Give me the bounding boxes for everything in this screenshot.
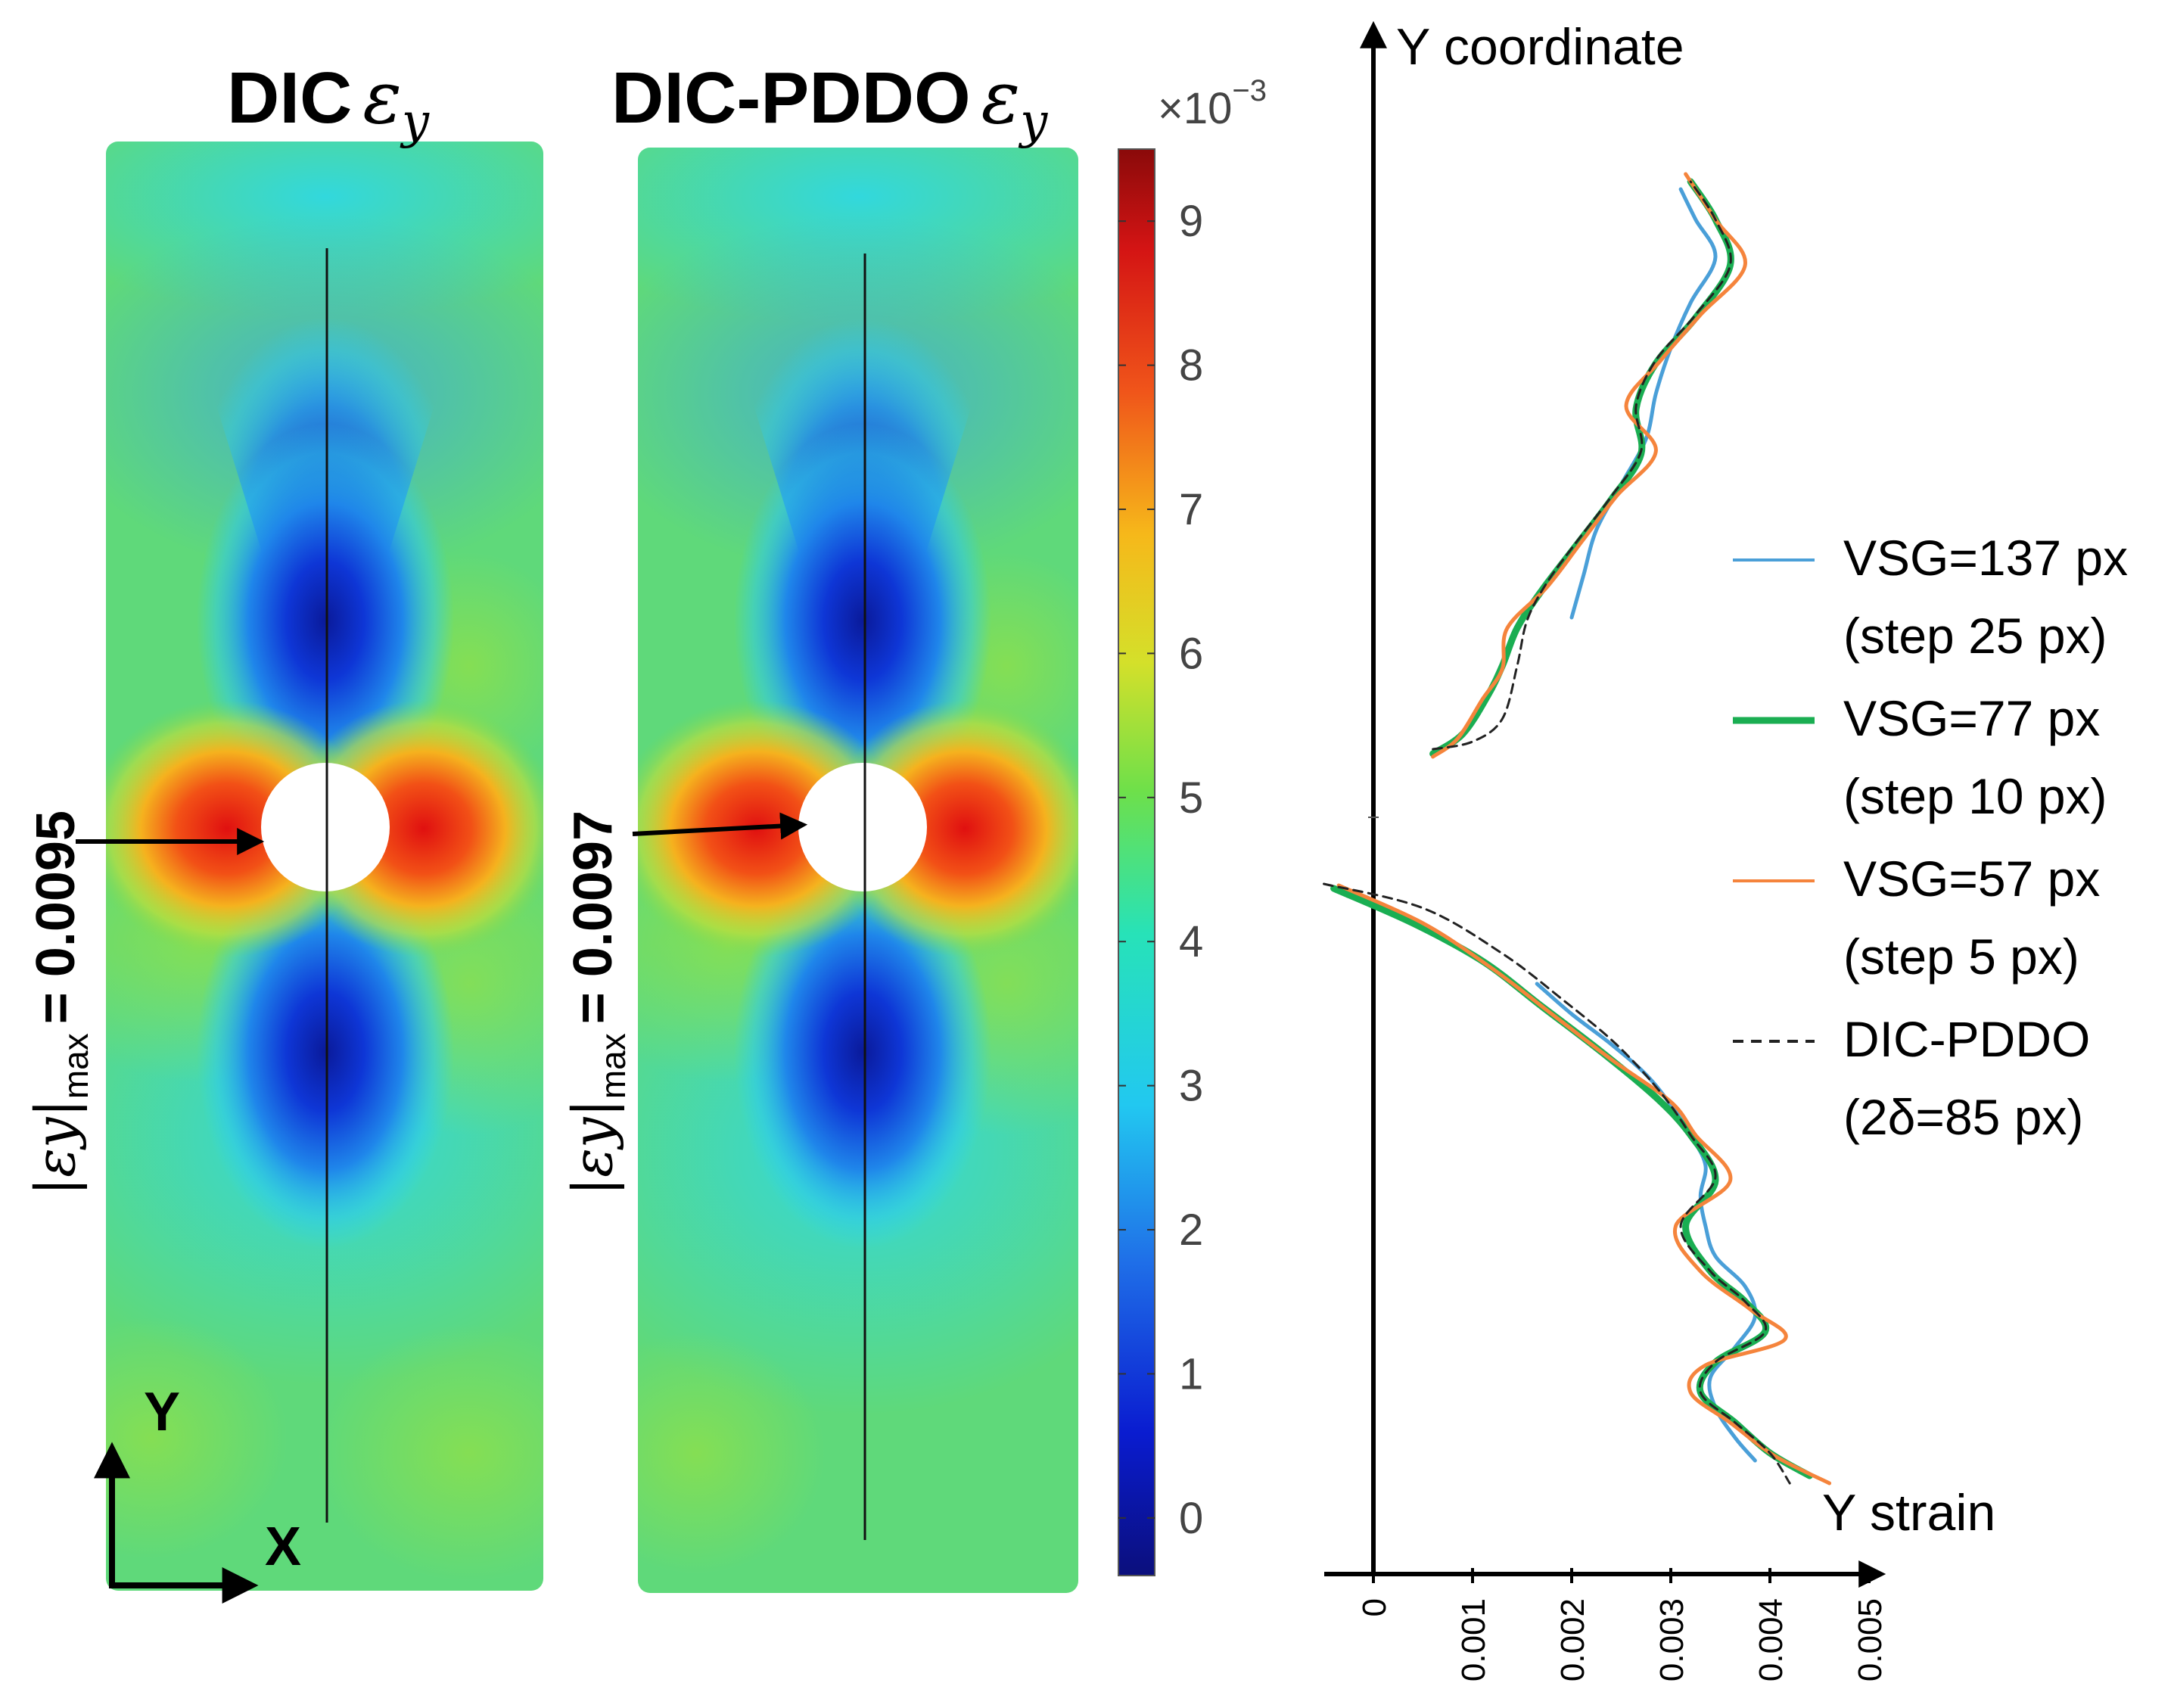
- dic-pddo-max-arrow: [632, 812, 808, 840]
- series-line-2-lower: [1336, 883, 1832, 1486]
- strain-profile-plot: Y coordinate Y strain 0 0.001 0.002 0.003 0.…: [1323, 18, 2128, 1682]
- plot-y-label: Y coordinate: [1396, 18, 1684, 76]
- x-tick-label: 0.001: [1455, 1598, 1492, 1682]
- colorbar-tick-label: 6: [1179, 629, 1203, 678]
- dic-title: DIC εy: [227, 55, 430, 150]
- colorbar-tick-label: 4: [1179, 917, 1203, 966]
- x-tick-label: 0.002: [1554, 1598, 1591, 1682]
- x-tick-label: 0.005: [1852, 1598, 1889, 1682]
- colorbar-tick-label: 1: [1179, 1349, 1203, 1398]
- x-tick-label: 0.003: [1653, 1598, 1690, 1682]
- colorbar: 0 1 2 3 4 5 6 7 8 9 ×10−3: [1118, 74, 1267, 1576]
- legend-sublabel: (step 10 px): [1843, 768, 2107, 824]
- plot-series: [1323, 172, 1832, 1486]
- series-line-1-lower: [1330, 885, 1813, 1479]
- series-line-1-upper: [1429, 178, 1734, 758]
- axis-y-label: Y: [144, 1382, 180, 1442]
- legend-label: VSG=57 px: [1843, 851, 2100, 907]
- series-line-3-upper: [1432, 180, 1732, 751]
- legend-label: VSG=77 px: [1843, 690, 2100, 746]
- colorbar-tick-label: 2: [1179, 1206, 1203, 1255]
- series-line-0-lower: [1535, 982, 1758, 1463]
- colorbar-tick-label: 3: [1179, 1062, 1203, 1111]
- series-line-0-upper: [1569, 187, 1718, 620]
- dic-max-annotation: |εy|max= 0.0095: [23, 810, 95, 1196]
- colorbar-ticks: 0 1 2 3 4 5 6 7 8 9: [1118, 197, 1203, 1543]
- colorbar-tick-label: 0: [1179, 1494, 1203, 1543]
- legend-label: VSG=137 px: [1843, 530, 2128, 586]
- x-tick-label: 0.004: [1753, 1598, 1790, 1682]
- dic-pddo-max-annotation: |εy|max= 0.0097: [561, 810, 633, 1196]
- plot-x-ticks: 0 0.001 0.002 0.003 0.004 0.005: [1356, 817, 1889, 1682]
- legend: VSG=137 px (step 25 px) VSG=77 px (step 10 …: [1733, 530, 2128, 1145]
- colorbar-tick-label: 7: [1179, 485, 1203, 534]
- legend-sublabel: (2δ=85 px): [1843, 1089, 2083, 1145]
- colorbar-gradient: [1118, 148, 1155, 1576]
- series-line-2-upper: [1431, 172, 1747, 759]
- dic-pddo-max-label: |εy|max= 0.0097: [561, 810, 633, 1196]
- dic-contour-panel: [106, 142, 543, 1591]
- legend-label: DIC-PDDO: [1843, 1011, 2090, 1067]
- legend-sublabel: (step 25 px): [1843, 608, 2107, 664]
- colorbar-tick-label: 5: [1179, 773, 1203, 823]
- dic-pddo-contour-panel: [638, 148, 1078, 1593]
- dic-pddo-title: DIC-PDDO εy: [611, 55, 1048, 150]
- axis-x-label: X: [265, 1517, 301, 1577]
- colorbar-tick-label: 8: [1179, 341, 1203, 390]
- xy-axes-indicator: Y X: [94, 1382, 301, 1604]
- dic-max-label: |εy|max= 0.0095: [23, 810, 95, 1196]
- legend-sublabel: (step 5 px): [1843, 929, 2079, 985]
- series-line-3-lower: [1323, 882, 1791, 1485]
- colorbar-tick-label: 9: [1179, 197, 1203, 246]
- plot-x-label: Y strain: [1822, 1484, 1995, 1542]
- x-tick-label: 0: [1356, 1598, 1393, 1616]
- colorbar-multiplier: ×10−3: [1158, 74, 1267, 133]
